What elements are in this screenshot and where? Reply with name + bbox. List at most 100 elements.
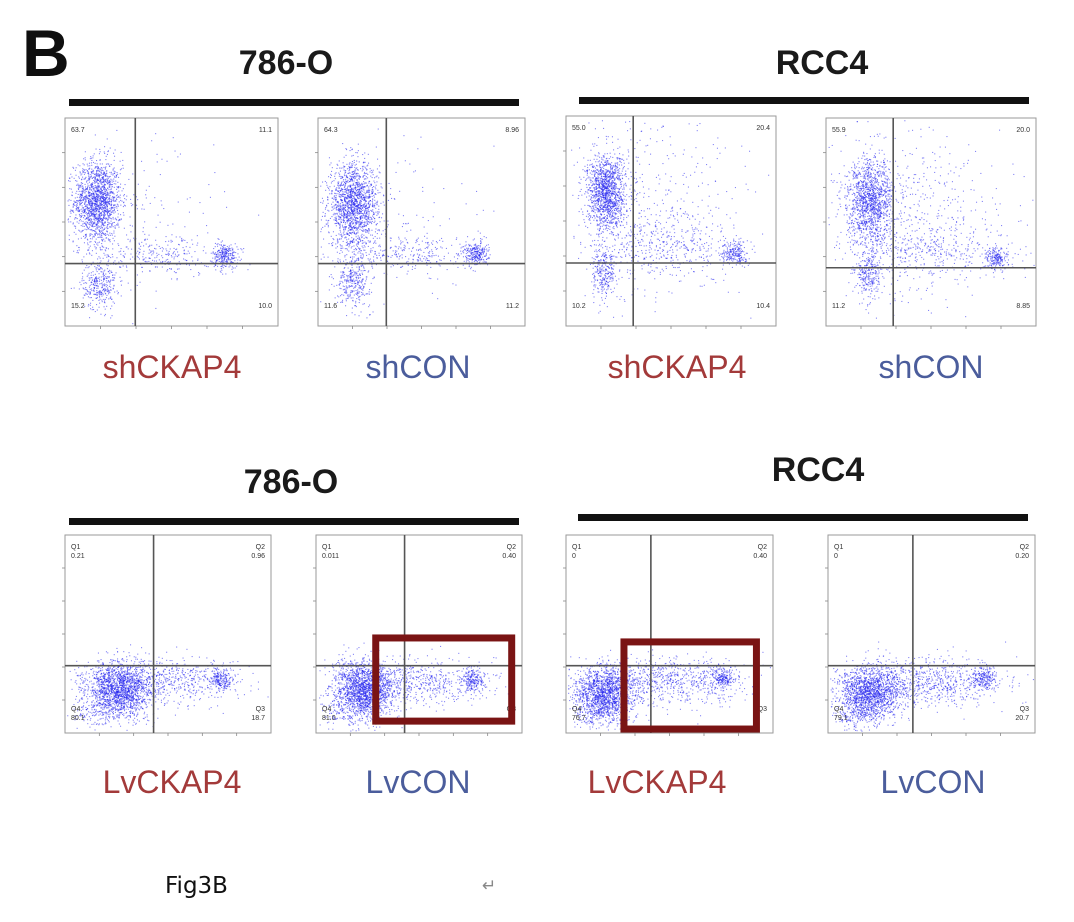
scatter-point	[82, 210, 84, 212]
scatter-point	[355, 279, 357, 281]
scatter-point	[463, 246, 465, 248]
scatter-point	[350, 191, 352, 193]
scatter-point	[143, 250, 145, 252]
scatter-point	[114, 171, 116, 173]
scatter-point	[353, 196, 355, 198]
scatter-point	[368, 206, 370, 208]
scatter-point	[437, 278, 439, 280]
scatter-point	[98, 265, 100, 267]
scatter-point	[100, 290, 102, 292]
scatter-point	[364, 211, 366, 213]
scatter-point	[116, 203, 118, 205]
scatter-point	[361, 198, 363, 200]
scatter-point	[108, 189, 110, 191]
scatter-point	[90, 208, 92, 210]
scatter-point	[375, 193, 377, 195]
scatter-point	[120, 284, 122, 286]
scatter-point	[371, 177, 373, 179]
scatter-point	[158, 253, 160, 255]
scatter-point	[357, 247, 359, 249]
scatter-point	[91, 225, 93, 227]
scatter-point	[148, 185, 150, 187]
scatter-point	[342, 282, 344, 284]
scatter-point	[483, 236, 485, 238]
scatter-point	[418, 259, 420, 261]
scatter-point	[83, 288, 85, 290]
scatter-point	[222, 273, 224, 275]
scatter-point	[400, 242, 402, 244]
scatter-point	[186, 198, 188, 200]
scatter-point	[117, 173, 119, 175]
scatter-point	[97, 189, 99, 191]
scatter-point	[88, 172, 90, 174]
scatter-point	[220, 261, 222, 263]
scatter-point	[94, 210, 96, 212]
scatter-point	[144, 260, 146, 262]
scatter-point	[348, 178, 350, 180]
scatter-point	[370, 234, 372, 236]
scatter-point	[102, 198, 104, 200]
scatter-point	[83, 164, 85, 166]
scatter-point	[353, 210, 355, 212]
scatter-point	[102, 210, 104, 212]
scatter-point	[361, 253, 363, 255]
scatter-point	[355, 212, 357, 214]
scatter-point	[352, 297, 354, 299]
scatter-point	[104, 199, 106, 201]
scatter-point	[115, 205, 117, 207]
scatter-point	[349, 172, 351, 174]
scatter-point	[100, 189, 102, 191]
scatter-point	[119, 186, 121, 188]
scatter-point	[93, 222, 95, 224]
scatter-point	[96, 208, 98, 210]
scatter-point	[338, 233, 340, 235]
scatter-point	[369, 258, 371, 260]
scatter-point	[343, 183, 345, 185]
scatter-point	[352, 285, 354, 287]
scatter-point	[90, 218, 92, 220]
scatter-point	[81, 191, 83, 193]
scatter-point	[354, 212, 356, 214]
scatter-point	[89, 178, 91, 180]
scatter-point	[167, 269, 169, 271]
scatter-point	[96, 203, 98, 205]
scatter-point	[344, 291, 346, 293]
scatter-point	[362, 215, 364, 217]
scatter-point	[102, 292, 104, 294]
scatter-point	[351, 231, 353, 233]
scatter-point	[227, 258, 229, 260]
scatter-point	[342, 162, 344, 164]
scatter-point	[92, 185, 94, 187]
scatter-point	[131, 248, 133, 250]
scatter-point	[69, 211, 71, 213]
scatter-point	[346, 233, 348, 235]
scatter-point	[360, 185, 362, 187]
scatter-point	[88, 286, 90, 288]
scatter-point	[373, 213, 375, 215]
scatter-point	[353, 161, 355, 163]
scatter-point	[106, 189, 108, 191]
scatter-point	[110, 192, 112, 194]
scatter-point	[99, 217, 101, 219]
scatter-point	[345, 242, 347, 244]
scatter-point	[485, 261, 487, 263]
scatter-point	[191, 239, 193, 241]
scatter-point	[84, 209, 86, 211]
scatter-point	[93, 278, 95, 280]
scatter-point	[351, 223, 353, 225]
scatter-point	[359, 188, 361, 190]
scatter-point	[225, 259, 227, 261]
scatter-point	[91, 203, 93, 205]
scatter-point	[479, 246, 481, 248]
scatter-point	[111, 186, 113, 188]
scatter-point	[113, 279, 115, 281]
scatter-point	[118, 196, 120, 198]
scatter-point	[110, 211, 112, 213]
scatter-point	[84, 157, 86, 159]
scatter-point	[105, 194, 107, 196]
scatter-point	[85, 190, 87, 192]
scatter-point	[348, 227, 350, 229]
scatter-point	[342, 247, 344, 249]
scatter-point	[110, 200, 112, 202]
scatter-point	[352, 239, 354, 241]
